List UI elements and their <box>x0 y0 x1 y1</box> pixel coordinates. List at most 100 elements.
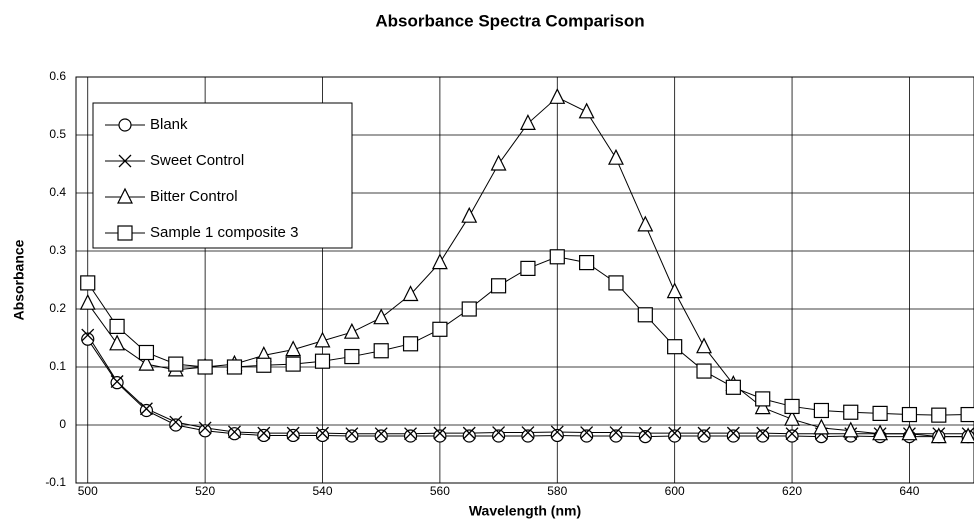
marker <box>80 275 96 291</box>
marker <box>433 429 447 443</box>
marker <box>668 426 682 440</box>
marker <box>344 348 360 365</box>
x-tick-label: 540 <box>312 484 332 498</box>
marker <box>872 424 889 441</box>
marker <box>785 427 799 441</box>
y-tick-label: 0 <box>59 417 66 431</box>
legend-label: Blank <box>150 116 188 133</box>
marker <box>696 363 712 379</box>
marker <box>433 426 447 440</box>
marker <box>374 429 388 443</box>
marker <box>139 402 153 416</box>
marker <box>402 285 419 302</box>
marker <box>461 301 477 317</box>
marker <box>374 427 388 441</box>
y-tick-label: 0.4 <box>49 185 66 199</box>
marker <box>109 334 126 351</box>
marker <box>726 426 740 440</box>
marker <box>638 426 652 440</box>
marker <box>168 356 184 372</box>
marker <box>637 215 654 232</box>
marker <box>697 426 711 440</box>
marker <box>842 421 859 438</box>
marker <box>226 359 243 375</box>
marker <box>580 426 594 439</box>
legend-marker <box>118 154 132 168</box>
x-axis-title: Wavelength (nm) <box>469 503 581 519</box>
marker <box>139 403 154 418</box>
marker <box>726 429 740 443</box>
x-tick-label: 620 <box>782 484 802 498</box>
marker <box>462 426 476 440</box>
marker <box>110 376 124 390</box>
marker <box>549 249 565 265</box>
marker <box>345 427 359 441</box>
marker <box>198 421 212 435</box>
marker <box>696 337 712 354</box>
marker <box>197 359 213 375</box>
x-tick-label: 560 <box>430 484 450 498</box>
marker <box>257 426 271 440</box>
marker <box>521 429 535 443</box>
marker <box>138 354 155 371</box>
marker <box>373 343 389 359</box>
marker <box>490 278 507 294</box>
y-tick-label: -0.1 <box>45 475 66 489</box>
marker <box>550 428 564 443</box>
marker <box>491 429 506 443</box>
marker <box>578 102 595 119</box>
marker <box>579 255 595 271</box>
marker <box>79 293 96 310</box>
legend-marker <box>118 118 132 132</box>
marker <box>901 424 918 441</box>
marker <box>843 404 859 420</box>
marker <box>138 344 155 361</box>
marker <box>784 398 800 415</box>
marker <box>228 425 241 439</box>
marker <box>609 426 623 439</box>
marker <box>316 426 329 440</box>
marker <box>343 322 360 339</box>
marker <box>345 429 359 443</box>
marker <box>286 428 300 443</box>
marker <box>608 275 624 291</box>
y-axis-title: Absorbance <box>11 239 27 320</box>
y-tick-label: 0.6 <box>49 69 66 83</box>
marker <box>169 415 183 429</box>
marker <box>404 427 418 441</box>
legend-label: Sample 1 composite 3 <box>150 224 298 241</box>
marker <box>227 427 242 441</box>
chart-title: Absorbance Spectra Comparison <box>375 11 644 30</box>
marker <box>198 424 212 438</box>
marker <box>666 282 683 299</box>
marker <box>403 429 418 443</box>
marker <box>314 331 331 348</box>
marker <box>81 332 95 346</box>
marker <box>960 427 974 444</box>
x-tick-label: 520 <box>195 484 215 498</box>
marker <box>519 114 536 130</box>
marker <box>490 154 507 171</box>
marker <box>609 429 623 443</box>
marker <box>608 148 624 165</box>
legend-label: Bitter Control <box>150 188 238 205</box>
marker <box>901 406 918 423</box>
marker <box>462 429 476 443</box>
marker <box>550 425 564 439</box>
marker <box>697 429 711 443</box>
marker <box>256 357 272 373</box>
y-tick-label: 0.2 <box>49 301 66 315</box>
x-tick-label: 600 <box>665 484 685 498</box>
legend-box <box>92 102 353 249</box>
marker <box>725 379 741 395</box>
marker <box>431 253 448 270</box>
marker <box>109 318 125 334</box>
marker <box>432 321 448 337</box>
marker <box>960 406 974 423</box>
marker <box>257 428 271 443</box>
x-tick-label: 640 <box>899 484 919 498</box>
y-tick-label: 0.5 <box>49 127 66 141</box>
marker <box>756 426 770 440</box>
marker <box>813 402 829 419</box>
